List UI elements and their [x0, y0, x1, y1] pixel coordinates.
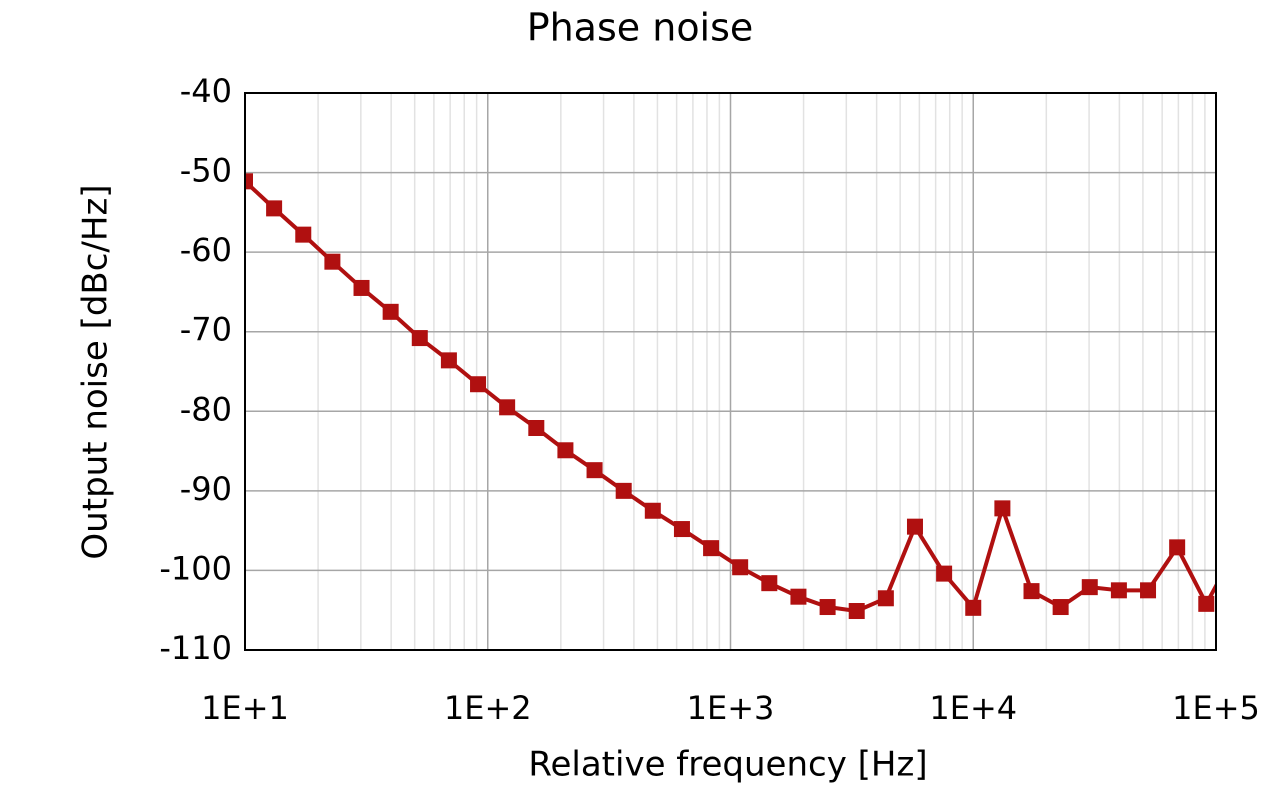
data-point	[470, 376, 487, 393]
data-point	[295, 226, 312, 243]
chart-title: Phase noise	[527, 6, 754, 50]
data-point	[965, 599, 982, 616]
x-tick-label: 1E+5	[1172, 689, 1260, 727]
y-tick-label: -110	[159, 629, 232, 667]
data-point	[790, 588, 807, 605]
plot-frame	[244, 92, 1217, 651]
data-point	[906, 518, 923, 535]
x-tick-label: 1E+3	[687, 689, 775, 727]
data-point	[411, 330, 428, 347]
data-point	[266, 200, 283, 217]
data-point	[615, 482, 632, 499]
data-point	[761, 575, 778, 592]
data-point	[1110, 582, 1127, 599]
data-point	[877, 590, 894, 607]
data-point	[324, 253, 341, 270]
x-axis-label: Relative frequency [Hz]	[528, 745, 927, 785]
y-tick-label: -50	[180, 152, 232, 190]
y-tick-label: -90	[180, 470, 232, 508]
data-point	[703, 540, 720, 557]
data-point	[732, 559, 749, 576]
data-point	[1169, 539, 1186, 556]
data-point	[936, 565, 953, 582]
data-point	[1227, 543, 1243, 559]
data-point	[819, 599, 836, 616]
data-point	[245, 173, 253, 190]
series-line	[245, 179, 1216, 614]
x-tick-label: 1E+1	[201, 689, 289, 727]
x-tick-label: 1E+2	[444, 689, 532, 727]
data-point	[353, 279, 370, 296]
data-point	[1198, 595, 1215, 612]
data-point	[586, 462, 603, 479]
data-point	[382, 303, 399, 320]
plot-area	[245, 173, 1243, 620]
data-point	[528, 419, 545, 436]
y-tick-label: -80	[180, 390, 232, 428]
y-axis-label: Output noise [dBc/Hz]	[76, 184, 116, 559]
data-point	[1023, 583, 1040, 600]
y-tick-label: -100	[159, 549, 232, 587]
data-point	[1052, 599, 1069, 616]
data-point	[644, 502, 661, 519]
data-point	[994, 500, 1011, 517]
data-point	[848, 603, 865, 620]
data-point	[440, 352, 457, 369]
data-point	[1140, 582, 1157, 599]
y-tick-label: -60	[180, 231, 232, 269]
y-tick-label: -40	[180, 72, 232, 110]
data-point	[1081, 579, 1098, 596]
data-point	[557, 442, 574, 459]
x-tick-label: 1E+4	[929, 689, 1017, 727]
data-point	[499, 399, 516, 416]
y-tick-label: -70	[180, 311, 232, 349]
grid	[244, 92, 1217, 651]
data-point	[673, 521, 690, 538]
